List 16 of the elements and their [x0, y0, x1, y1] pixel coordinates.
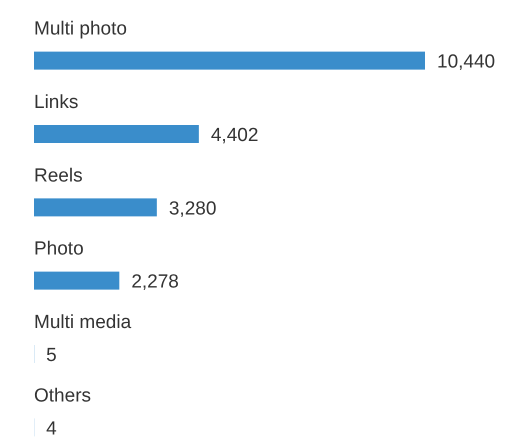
- data-label: 3,280: [168, 198, 216, 220]
- data-label: 2,278: [131, 272, 179, 293]
- data-label: 10,440: [437, 52, 496, 73]
- y-tick-label: Others: [34, 385, 92, 406]
- bar: [34, 198, 157, 216]
- data-label: 5: [46, 345, 57, 366]
- bar: [34, 52, 425, 70]
- bar: [34, 272, 120, 290]
- data-label: 4: [46, 418, 58, 440]
- y-tick-label: Multi media: [34, 312, 132, 333]
- y-tick-label: Reels: [34, 165, 83, 186]
- y-tick-label: Photo: [34, 238, 84, 260]
- y-tick-label: Links: [34, 92, 78, 113]
- y-tick-label: Multi photo: [34, 18, 127, 40]
- bar: [34, 125, 199, 143]
- data-label: 4,402: [210, 125, 258, 146]
